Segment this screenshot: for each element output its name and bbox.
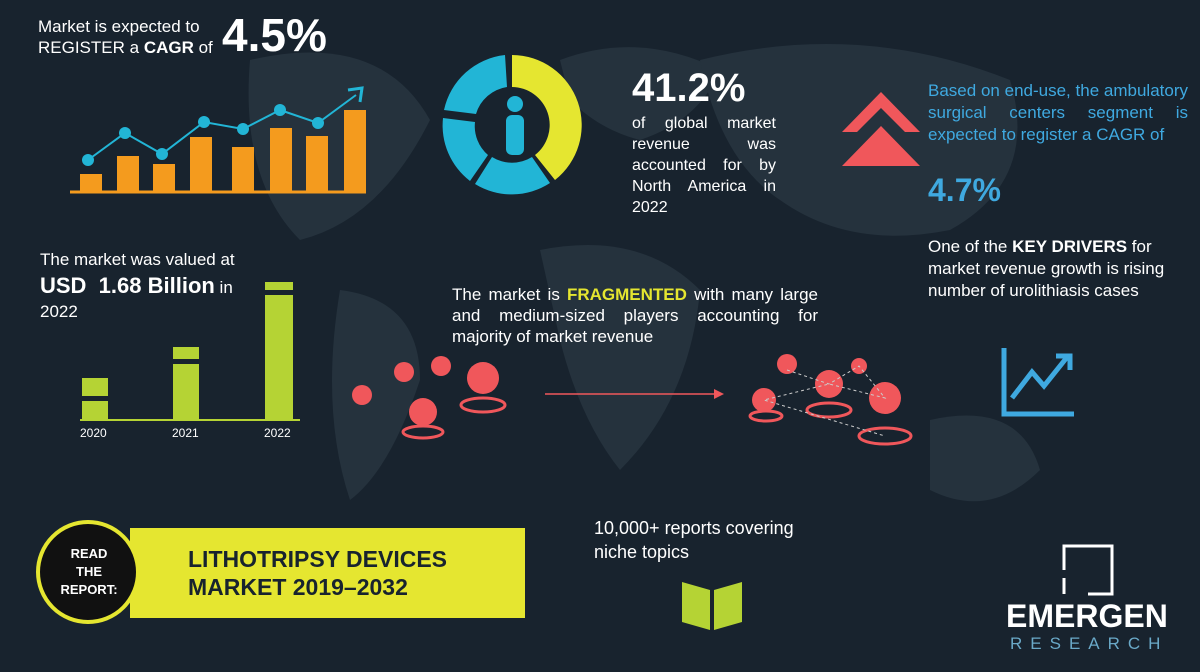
year-label: 2020: [80, 426, 107, 440]
book-icon: [682, 582, 742, 630]
growth-bar-chart: [70, 86, 366, 194]
year-label: 2022: [264, 426, 291, 440]
read-report: [36, 520, 525, 624]
cagr-value: 4.5%: [222, 9, 327, 61]
logo-sub: RESEARCH: [1010, 634, 1169, 653]
valuation-bars: [80, 282, 300, 421]
trend-icon: [1001, 348, 1074, 417]
cagr-text: Market is expected to REGISTER a CAGR of: [38, 17, 213, 57]
reports-text: 10,000+ reports covering niche topics: [594, 518, 794, 562]
logo-mark: [1062, 544, 1114, 596]
region-text: of global market revenue was accounted f…: [632, 115, 776, 216]
region-value: 41.2%: [632, 66, 746, 110]
drivers-text: One of the KEY DRIVERS for market revenu…: [928, 237, 1165, 300]
year-label: 2021: [172, 426, 199, 440]
valuation-value: USD 1.68 Billion in 2022: [40, 273, 233, 322]
valuation-label: The market was valued at: [40, 250, 235, 269]
chevrons: [842, 92, 920, 166]
report-title: LITHOTRIPSY DEVICES MARKET 2019–2032: [188, 546, 448, 600]
donut: [442, 55, 582, 195]
read-label: READ THE REPORT:: [60, 546, 118, 597]
segment-text: Based on end-use, the ambulatory surgica…: [928, 81, 1188, 144]
competition-text: The market is FRAGMENTED with many large…: [452, 285, 818, 346]
segment-value: 4.7%: [928, 172, 1001, 208]
logo-name: EMERGEN: [1006, 598, 1168, 634]
world-map: [248, 44, 1040, 502]
